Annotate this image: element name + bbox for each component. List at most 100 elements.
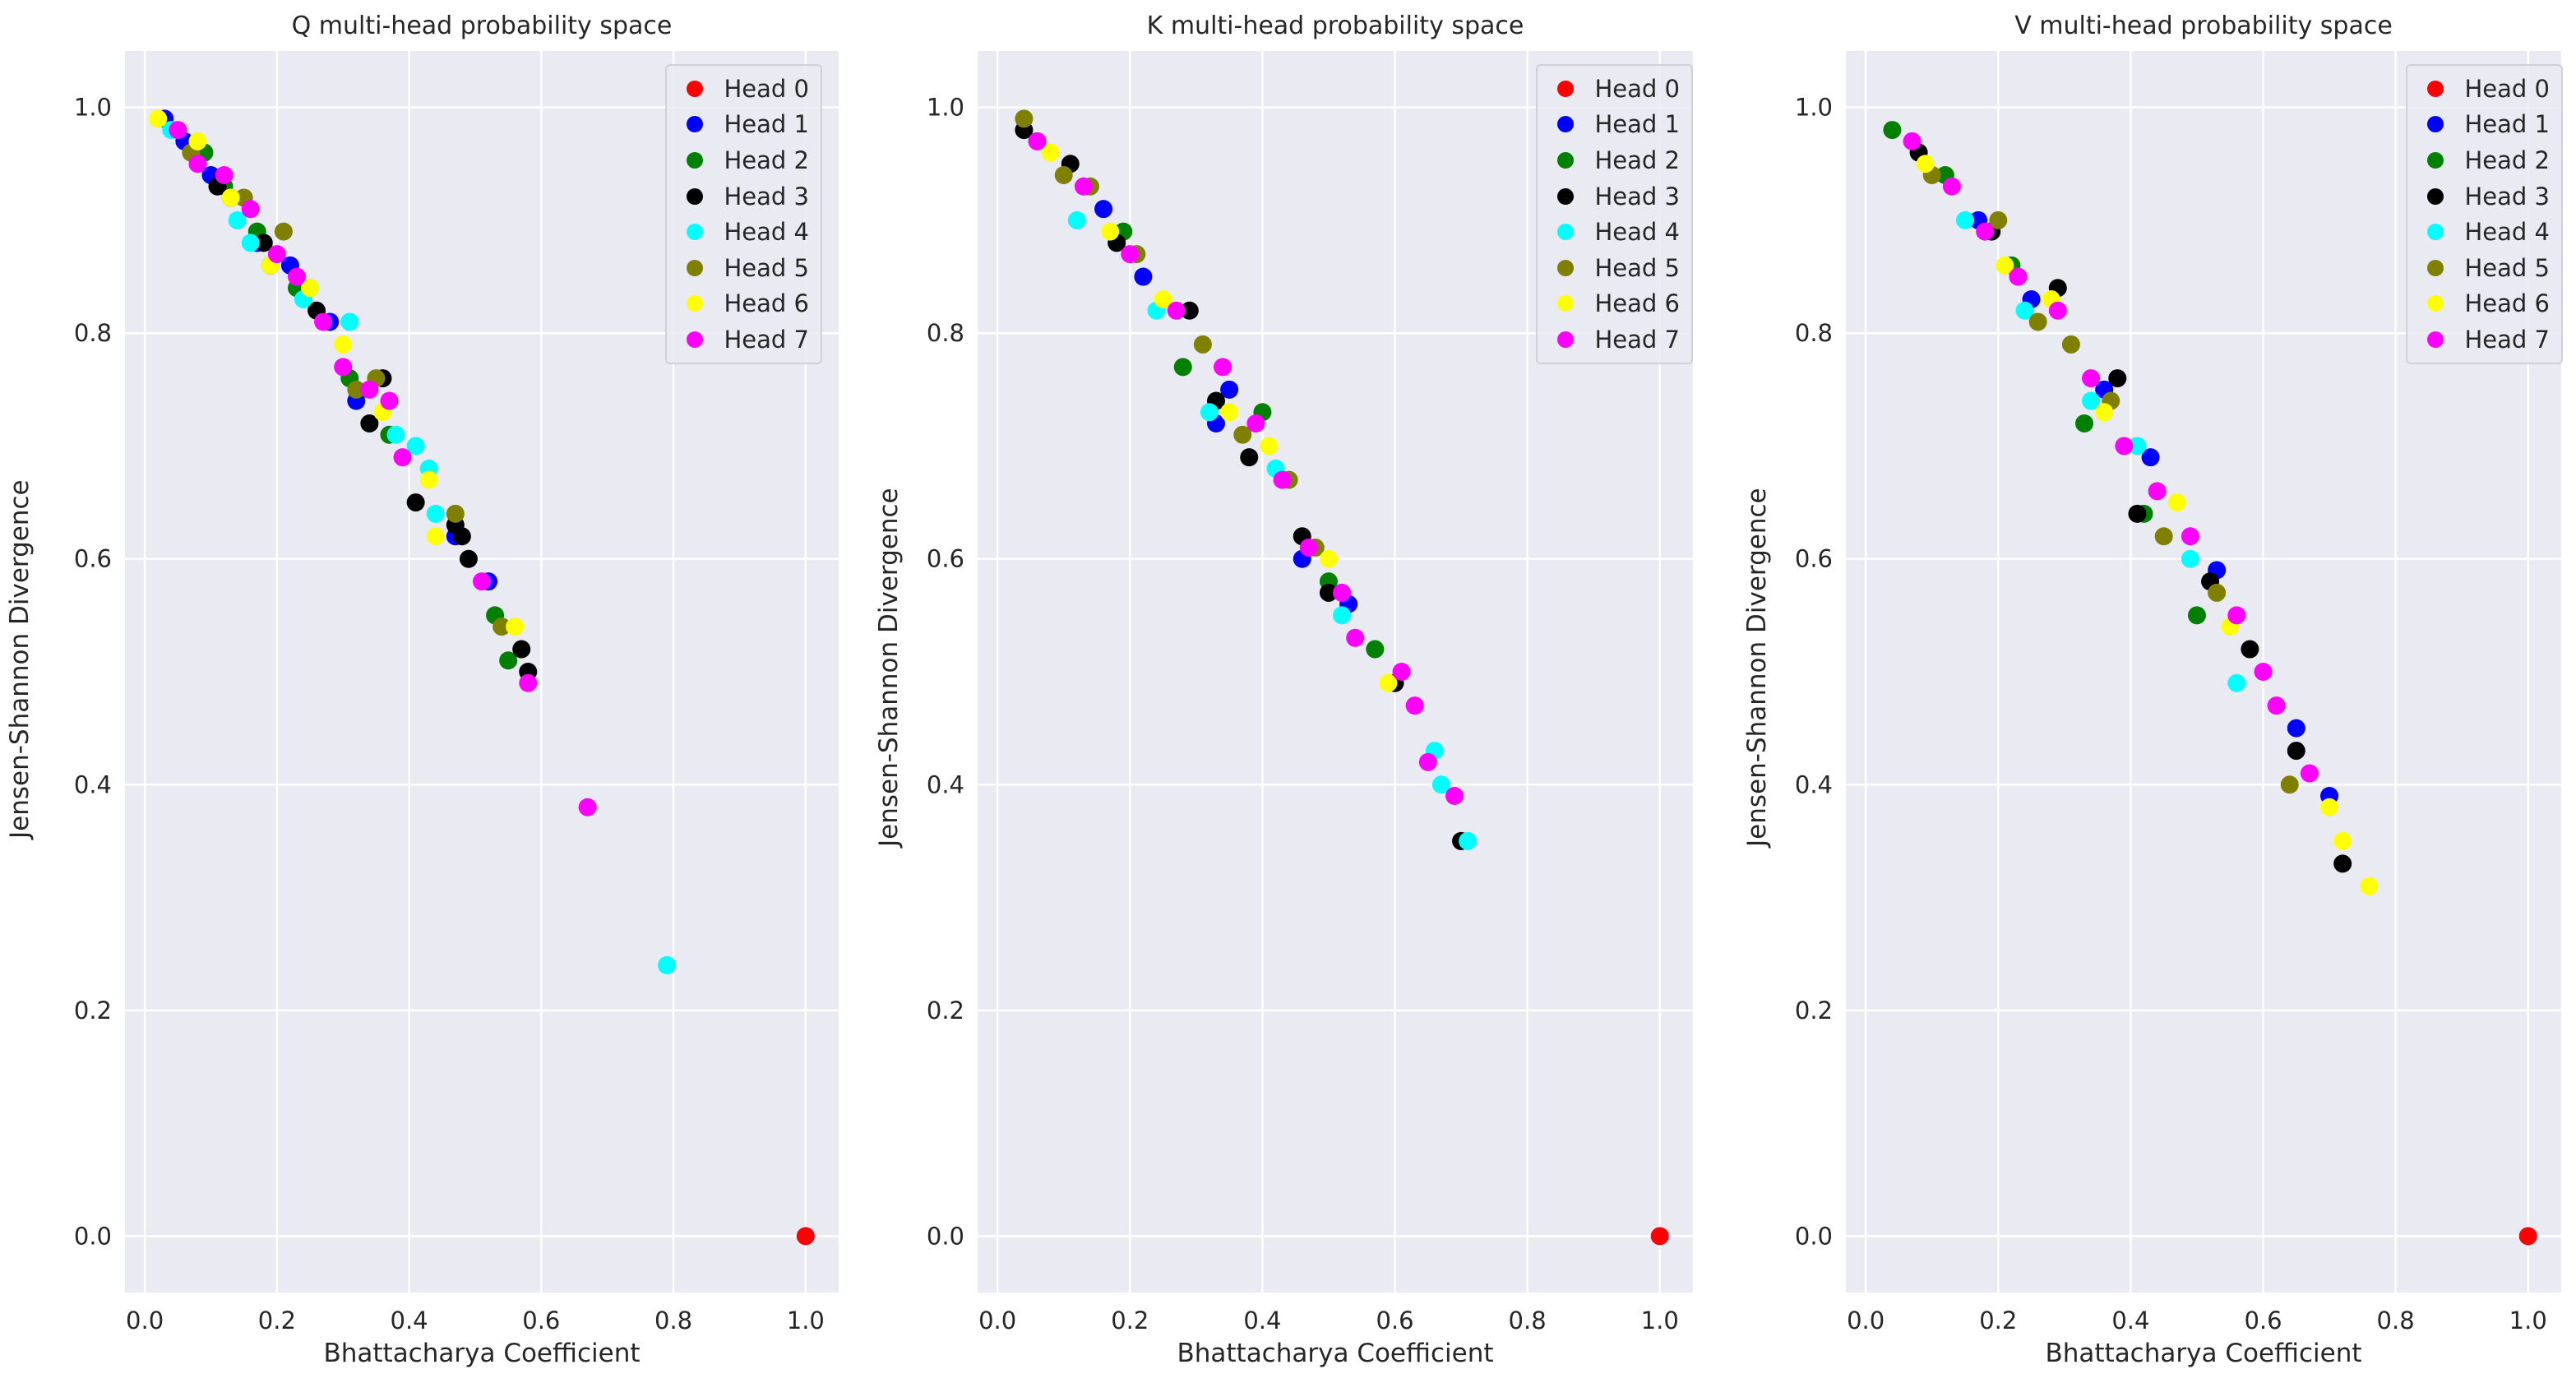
legend-label: Head 1 xyxy=(2464,110,2551,139)
data-point-head-6 xyxy=(2360,877,2379,895)
legend-marker xyxy=(686,187,703,205)
y-tick-label: 0.4 xyxy=(1795,770,1833,798)
data-point-head-1 xyxy=(1220,380,1239,399)
data-point-head-2 xyxy=(1366,640,1385,659)
data-point-head-7 xyxy=(1903,132,1922,150)
data-point-head-7 xyxy=(1028,132,1047,150)
chart-title: K multi-head probability space xyxy=(1146,12,1524,40)
x-tick-label: 0.6 xyxy=(1376,1307,1413,1334)
legend-marker xyxy=(1556,80,1574,97)
legend-item: Head 5 xyxy=(2416,250,2551,286)
data-point-head-5 xyxy=(2028,312,2047,331)
data-point-head-4 xyxy=(2082,391,2101,410)
data-point-head-5 xyxy=(2280,775,2299,794)
x-tick-label: 0.4 xyxy=(391,1307,428,1334)
data-point-head-6 xyxy=(149,109,168,128)
data-point-head-4 xyxy=(2015,301,2034,320)
legend-marker xyxy=(686,331,703,348)
data-point-head-3 xyxy=(254,234,273,252)
data-point-head-6 xyxy=(221,188,240,207)
x-tick-label: 1.0 xyxy=(1641,1307,1679,1334)
legend-label: Head 0 xyxy=(1594,74,1681,103)
legend-label: Head 6 xyxy=(2464,289,2551,318)
legend-item: Head 5 xyxy=(1546,250,1680,286)
legend-item: Head 6 xyxy=(675,286,809,322)
legend-item: Head 1 xyxy=(1546,107,1680,143)
y-tick-label: 0.4 xyxy=(74,770,112,798)
legend-label: Head 0 xyxy=(2464,74,2551,103)
data-point-head-3 xyxy=(406,493,425,512)
legend-marker xyxy=(1556,331,1574,348)
data-point-head-0 xyxy=(1650,1227,1669,1246)
x-tick-label: 0.0 xyxy=(1847,1307,1885,1334)
data-point-head-6 xyxy=(334,335,353,354)
data-point-head-4 xyxy=(2227,673,2246,692)
data-point-head-3 xyxy=(459,549,478,568)
x-tick-label: 1.0 xyxy=(787,1307,825,1334)
data-point-head-6 xyxy=(1379,673,1398,692)
data-point-head-4 xyxy=(1067,210,1086,229)
data-point-head-7 xyxy=(2267,696,2286,715)
legend-marker xyxy=(2426,151,2444,169)
data-point-head-5 xyxy=(1233,425,1252,444)
data-point-head-1 xyxy=(1134,267,1153,286)
data-point-head-4 xyxy=(228,210,247,229)
data-point-head-2 xyxy=(499,651,518,670)
legend-label: Head 4 xyxy=(2464,218,2551,247)
x-tick-label: 0.8 xyxy=(2377,1307,2415,1334)
data-point-head-1 xyxy=(1094,200,1113,219)
x-tick-label: 0.8 xyxy=(654,1307,692,1334)
data-point-head-4 xyxy=(1333,606,1352,625)
data-point-head-7 xyxy=(1445,787,1464,805)
data-point-head-3 xyxy=(1319,583,1338,602)
chart-title: Q multi-head probability space xyxy=(291,12,673,40)
data-point-head-7 xyxy=(578,798,597,816)
legend-item: Head 2 xyxy=(1546,142,1681,178)
legend-label: Head 7 xyxy=(2464,325,2551,354)
data-point-head-7 xyxy=(334,358,353,377)
y-tick-label: 0.0 xyxy=(927,1222,964,1250)
data-point-head-5 xyxy=(1193,335,1212,354)
plot-svg: 0.0 0.2 0.4 0.6 0.8 1.0 0.0 0.2 0.4 0.6 0.8 1.0 xyxy=(927,51,1693,1334)
data-point-head-7 xyxy=(1346,628,1365,647)
x-tick-label: 1.0 xyxy=(2509,1307,2547,1334)
legend-marker xyxy=(2426,80,2444,97)
legend-item: Head 5 xyxy=(675,250,810,286)
y-tick-label: 0.6 xyxy=(74,545,112,573)
y-tick-label: 0.6 xyxy=(927,545,964,573)
data-point-head-3 xyxy=(2287,742,2305,761)
data-point-head-7 xyxy=(2048,301,2067,320)
y-tick-label: 1.0 xyxy=(1795,94,1833,122)
data-point-head-6 xyxy=(1319,549,1338,568)
data-point-head-6 xyxy=(301,279,320,298)
legend-label: Head 3 xyxy=(724,182,810,210)
data-point-head-6 xyxy=(1220,403,1239,422)
data-point-head-7 xyxy=(2227,606,2246,625)
legend-marker xyxy=(686,295,703,312)
legend-label: Head 0 xyxy=(724,74,810,103)
data-point-head-4 xyxy=(426,504,445,523)
legend-label: Head 2 xyxy=(1594,146,1681,174)
data-point-head-3 xyxy=(2241,640,2259,659)
legend-item: Head 7 xyxy=(1546,321,1680,358)
data-point-head-6 xyxy=(2320,798,2339,816)
data-point-head-3 xyxy=(360,414,379,432)
legend-item: Head 3 xyxy=(1546,178,1680,215)
data-point-head-5 xyxy=(2208,583,2227,602)
legend-label: Head 5 xyxy=(2464,253,2551,282)
y-tick-label: 0.4 xyxy=(927,770,964,798)
legend-label: Head 1 xyxy=(724,110,810,139)
data-point-head-4 xyxy=(1459,831,1478,850)
data-point-head-0 xyxy=(796,1227,815,1246)
legend-item: Head 6 xyxy=(1546,286,1680,322)
x-axis-label: Bhattacharya Coefficient xyxy=(323,1339,641,1368)
data-point-head-5 xyxy=(1015,109,1034,128)
data-point-head-2 xyxy=(1173,358,1192,377)
data-point-head-7 xyxy=(1214,358,1233,377)
y-tick-label: 0.0 xyxy=(1795,1222,1833,1250)
legend-label: Head 5 xyxy=(724,253,810,282)
data-point-head-5 xyxy=(2154,527,2173,546)
data-point-head-6 xyxy=(1260,437,1279,456)
data-point-head-7 xyxy=(1074,177,1093,196)
y-tick-label: 0.8 xyxy=(927,319,964,347)
